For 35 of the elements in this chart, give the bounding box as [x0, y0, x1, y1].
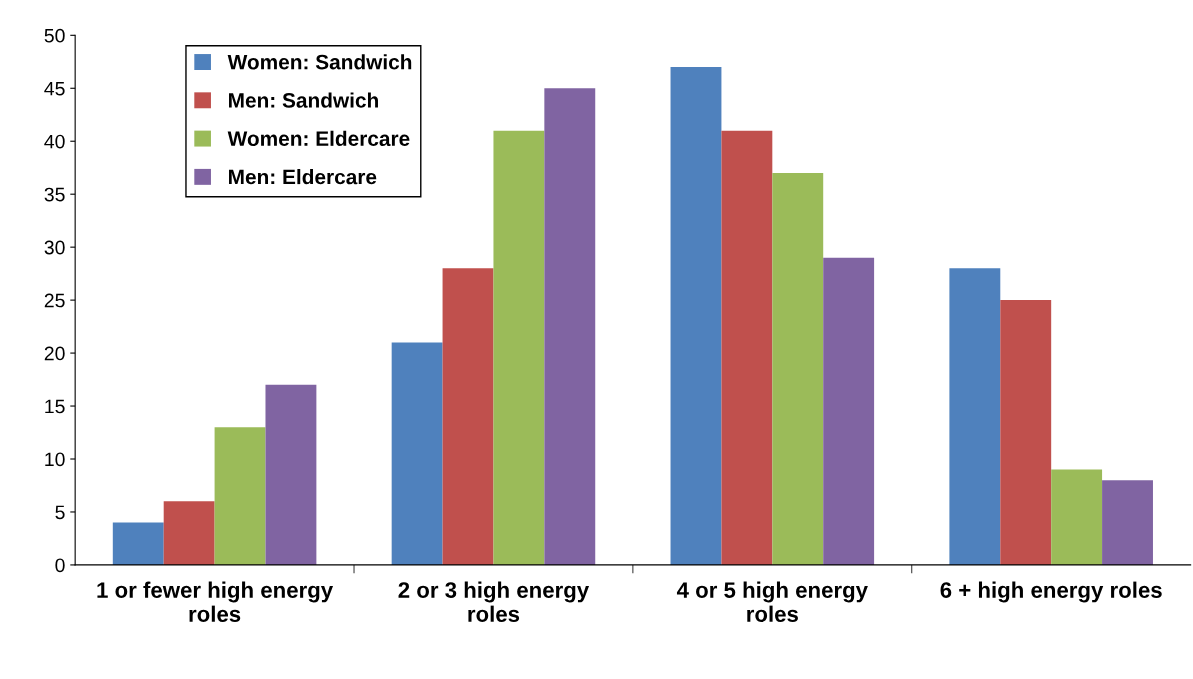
bar: [1102, 480, 1153, 565]
y-tick-label: 10: [45, 452, 65, 467]
x-tick-label: 4 or 5 high energy roles: [676, 581, 868, 622]
bar: [442, 268, 494, 565]
y-tick-label: 40: [44, 134, 65, 149]
y-tick-label: 35: [44, 187, 65, 202]
y-tick-label: 45: [44, 81, 65, 96]
y-tick-label: 20: [44, 346, 65, 361]
bar: [112, 522, 164, 565]
bar: [493, 130, 545, 565]
bar: [1000, 300, 1052, 565]
bar: [949, 268, 1001, 565]
y-tick-label: 5: [55, 505, 65, 520]
bar: [721, 130, 773, 565]
y-tick-label: 50: [44, 28, 65, 43]
x-tick-label: 2 or 3 high energy roles: [398, 581, 590, 622]
bar: [544, 88, 596, 565]
y-tick-label: 0: [55, 558, 65, 573]
legend-label: Men: Sandwich: [229, 92, 378, 108]
bar: [823, 257, 875, 565]
legend-label: Men: Eldercare: [229, 169, 377, 185]
bar: [163, 501, 215, 565]
bar: [670, 67, 722, 565]
x-tick-label: 6 + high energy roles: [940, 581, 1162, 603]
bar: [214, 427, 266, 565]
bar: [772, 173, 824, 565]
y-tick-label: 30: [44, 240, 65, 255]
legend-label: Women: Sandwich: [227, 54, 412, 70]
y-tick-label: 15: [45, 399, 65, 414]
bar: [265, 384, 317, 565]
legend-label: Women: Eldercare: [227, 130, 410, 147]
x-tick-label: 1 or fewer high energy roles: [97, 581, 334, 622]
y-tick-label: 25: [44, 293, 65, 308]
bar: [391, 342, 443, 565]
bar: [1051, 469, 1103, 565]
